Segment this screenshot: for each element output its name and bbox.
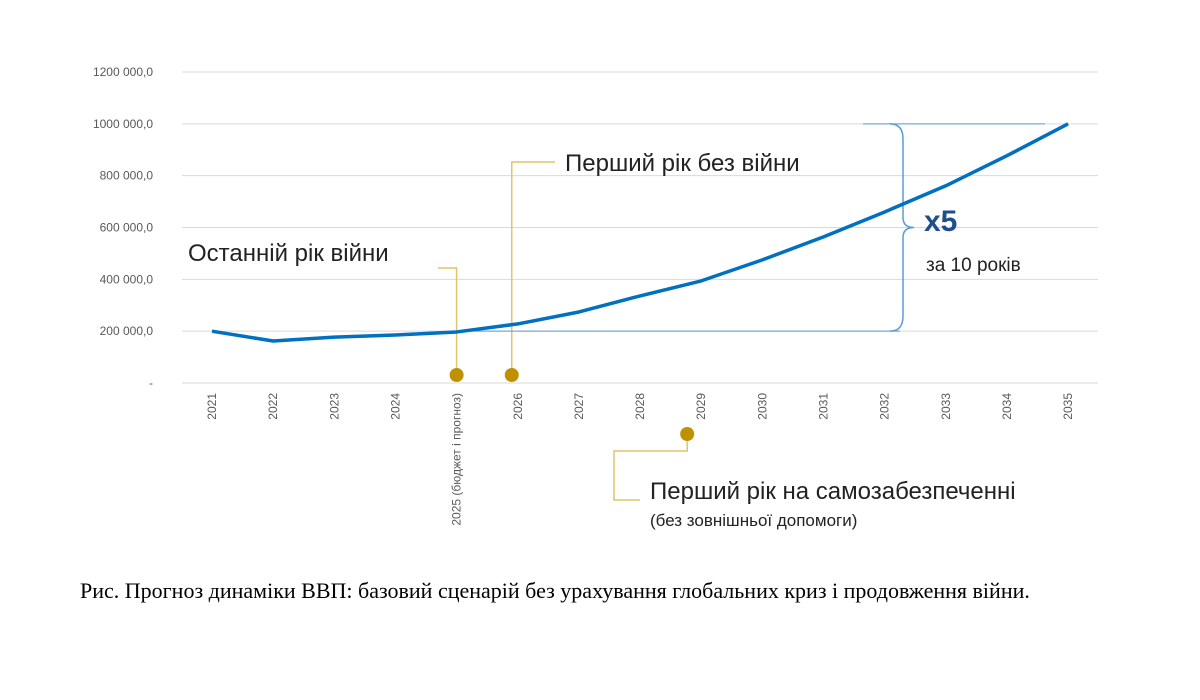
annotation-self-sufficiency-sub: (без зовнішньої допомоги) [650, 511, 857, 530]
gdp-chart: - 200 000,0 400 000,0 600 000,0 800 000,0 100… [93, 65, 1098, 530]
series-line-gdp [211, 122, 1069, 343]
callout-line-self-sufficiency [613, 434, 688, 501]
x-tick-label: 2030 [755, 393, 769, 420]
annotation-first-peace-year: Перший рік без війни [565, 150, 800, 177]
growth-period: за 10 років [926, 255, 1021, 276]
growth-multiplier: x5 [924, 205, 957, 238]
x-tick-label: 2033 [939, 393, 953, 420]
x-tick-label: 2029 [694, 393, 708, 420]
x-tick-label: 2031 [817, 393, 831, 420]
y-tick-label: 600 000,0 [100, 221, 154, 235]
annotation-last-war-year: Останній рік війни [188, 240, 389, 267]
marker-last-war [449, 368, 464, 382]
y-tick-label: 400 000,0 [100, 272, 154, 286]
x-tick-label: 2028 [633, 393, 647, 420]
y-tick-label: - [149, 376, 153, 390]
x-tick-label: 2034 [1000, 393, 1014, 420]
x-tick-label: 2022 [266, 393, 280, 420]
growth-brace [889, 123, 915, 332]
y-tick-label: 800 000,0 [100, 169, 154, 183]
callout-line-last-war [438, 267, 458, 375]
x-tick-label: 2024 [388, 393, 402, 420]
x-tick-label: 2021 [205, 393, 219, 420]
marker-self-sufficiency [680, 427, 695, 441]
y-tick-label: 1000 000,0 [93, 117, 153, 131]
x-tick-label: 2023 [327, 393, 341, 420]
y-tick-label: 200 000,0 [100, 324, 154, 338]
marker-first-peace [504, 368, 519, 382]
annotation-self-sufficiency: Перший рік на самозабезпеченні [650, 478, 1016, 505]
x-tick-label: 2026 [511, 393, 525, 420]
x-tick-label: 2025 (бюджет і прогноз) [450, 393, 464, 526]
x-tick-label: 2032 [878, 393, 892, 420]
figure-caption: Рис. Прогноз динаміки ВВП: базовий сцена… [80, 578, 1030, 603]
callout-line-first-peace [511, 161, 555, 375]
x-tick-label: 2035 [1061, 393, 1075, 420]
y-tick-label: 1200 000,0 [93, 65, 153, 79]
x-tick-label: 2027 [572, 393, 586, 420]
